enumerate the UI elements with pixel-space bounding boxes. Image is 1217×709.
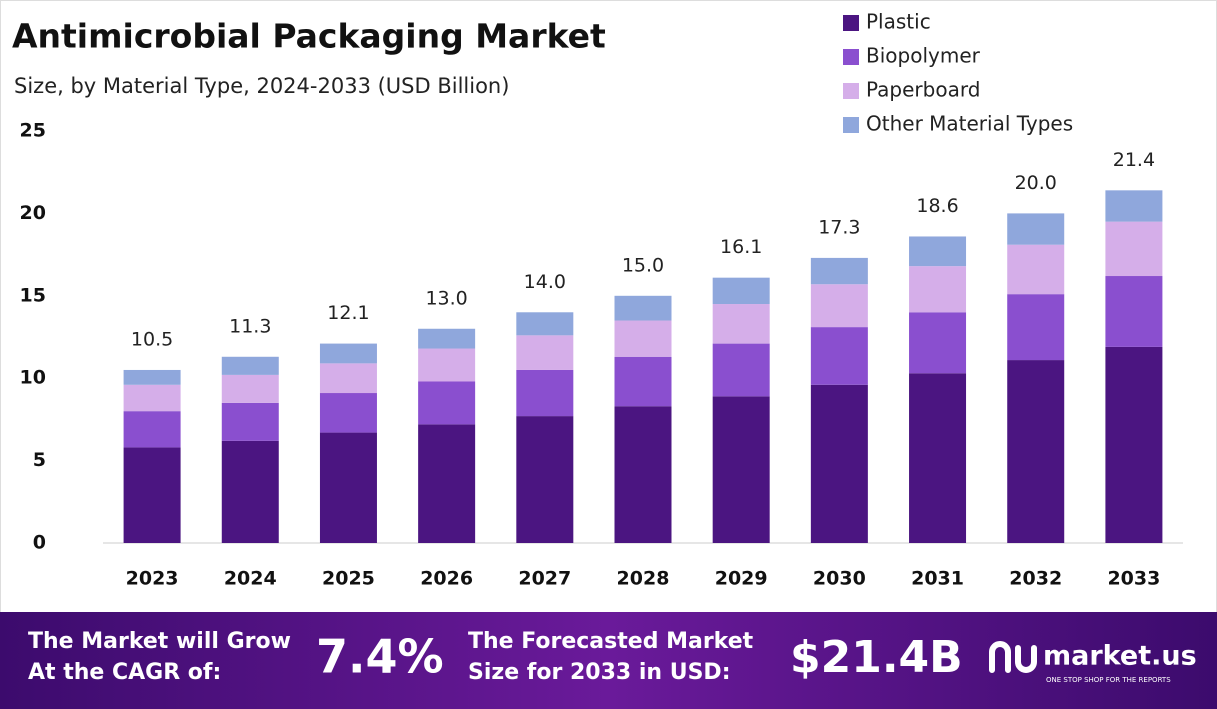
x-tick-label: 2026 — [420, 568, 473, 590]
total-label: 21.4 — [1113, 149, 1155, 171]
bar-segment — [712, 277, 770, 305]
bar-segment — [1007, 213, 1065, 245]
bar-segment — [221, 356, 279, 375]
bar-segment — [1007, 360, 1065, 543]
x-tick-label: 2030 — [813, 568, 866, 590]
x-tick-label: 2023 — [126, 568, 179, 590]
bar-segment — [712, 396, 770, 543]
bar-segment — [516, 335, 574, 370]
bar-segment — [712, 304, 770, 344]
forecast-text: The Forecasted Market — [468, 629, 754, 654]
bar-segment — [909, 373, 967, 543]
bar-segment — [909, 266, 967, 313]
bar-segment — [810, 257, 868, 285]
x-tick-label: 2032 — [1009, 568, 1062, 590]
x-tick-label: 2028 — [617, 568, 670, 590]
bar-segment — [123, 447, 181, 543]
bar-segment — [1007, 294, 1065, 361]
total-label: 13.0 — [425, 287, 467, 309]
total-label: 10.5 — [131, 328, 173, 350]
bar-segment — [810, 284, 868, 328]
legend-swatch — [843, 117, 859, 133]
bar-segment — [614, 406, 672, 543]
x-tick-label: 2027 — [518, 568, 571, 590]
bar-segment — [123, 411, 181, 448]
bar-segment — [123, 369, 181, 385]
bar-segment — [418, 381, 476, 425]
x-tick-label: 2024 — [224, 568, 277, 590]
total-label: 14.0 — [524, 271, 566, 293]
legend-label: Other Material Types — [866, 112, 1073, 136]
total-label: 16.1 — [720, 236, 762, 258]
bar-segment — [516, 312, 574, 336]
cagr-value: 7.4% — [316, 630, 444, 684]
brand-name: market.us — [1043, 641, 1197, 672]
bar-segment — [418, 328, 476, 349]
bar-segment — [221, 402, 279, 441]
bar-segment — [418, 348, 476, 382]
x-tick-label: 2033 — [1107, 568, 1160, 590]
bar-segment — [319, 393, 377, 433]
forecast-text: Size for 2033 in USD: — [468, 660, 731, 685]
bar-segment — [319, 363, 377, 394]
total-label: 11.3 — [229, 315, 271, 337]
footer-banner — [0, 612, 1217, 709]
y-tick-label: 0 — [33, 532, 46, 554]
bar-segment — [1105, 276, 1163, 347]
bar-segment — [1105, 190, 1163, 222]
brand-logo — [989, 641, 1037, 673]
bar-segment — [614, 320, 672, 357]
bar-segment — [614, 356, 672, 407]
total-label: 18.6 — [916, 195, 958, 217]
bar-segment — [1007, 244, 1065, 295]
forecast-value: $21.4B — [790, 632, 963, 683]
bar-segment — [516, 416, 574, 543]
total-label: 17.3 — [818, 216, 860, 238]
total-label: 15.0 — [622, 254, 664, 276]
y-tick-label: 15 — [20, 284, 46, 306]
legend-label: Biopolymer — [866, 44, 981, 68]
legend-swatch — [843, 15, 859, 31]
bar-segment — [418, 424, 476, 543]
cagr-text: The Market will Grow — [28, 629, 291, 654]
bar-segment — [516, 369, 574, 417]
bar-segment — [319, 432, 377, 543]
x-tick-label: 2031 — [911, 568, 964, 590]
total-label: 20.0 — [1015, 172, 1057, 194]
y-tick-label: 10 — [20, 367, 46, 389]
bar-segment — [123, 384, 181, 412]
bar-segment — [221, 440, 279, 543]
y-tick-label: 5 — [33, 449, 46, 471]
legend-swatch — [843, 49, 859, 65]
bar-segment — [909, 312, 967, 374]
bar-segment — [909, 236, 967, 267]
bar-segment — [319, 343, 377, 364]
bar-segment — [221, 374, 279, 403]
chart-title: Antimicrobial Packaging Market — [12, 17, 606, 56]
chart-subtitle: Size, by Material Type, 2024-2033 (USD B… — [14, 74, 509, 98]
legend-swatch — [843, 83, 859, 99]
legend-label: Paperboard — [866, 78, 980, 102]
bar-segment — [1105, 346, 1163, 543]
bar-segment — [1105, 221, 1163, 277]
legend-label: Plastic — [866, 10, 931, 34]
x-tick-label: 2025 — [322, 568, 375, 590]
brand-tagline: ONE STOP SHOP FOR THE REPORTS — [1046, 676, 1171, 684]
bar-segment — [810, 327, 868, 385]
x-tick-label: 2029 — [715, 568, 768, 590]
bar-segment — [614, 295, 672, 321]
bar-segment — [712, 343, 770, 397]
total-label: 12.1 — [327, 302, 369, 324]
cagr-text: At the CAGR of: — [28, 660, 221, 685]
y-tick-label: 20 — [20, 202, 46, 224]
y-tick-label: 25 — [20, 120, 46, 142]
bar-segment — [810, 384, 868, 543]
